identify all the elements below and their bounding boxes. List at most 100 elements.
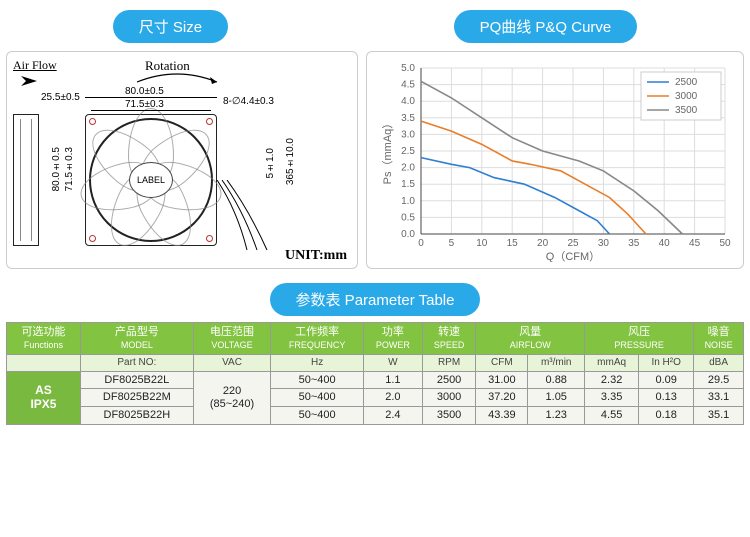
svg-text:Q（CFM）: Q（CFM） xyxy=(546,250,600,262)
svg-text:Ps（mmAq）: Ps（mmAq） xyxy=(381,118,394,185)
m3-cell: 0.88 xyxy=(528,371,585,389)
param-pill: 参数表 Parameter Table xyxy=(270,283,481,316)
header-pills: 尺寸 Size PQ曲线 P&Q Curve xyxy=(0,0,750,51)
drawing-panel: Air Flow Rotation 25.5±0.5 xyxy=(6,51,358,269)
model-cell: DF8025B22L xyxy=(80,371,193,389)
dim-thickness: 25.5±0.5 xyxy=(41,92,80,103)
model-cell: DF8025B22M xyxy=(80,389,193,407)
table-header: 工作频率FREQUENCY xyxy=(271,323,364,355)
table-header: 风量AIRFLOW xyxy=(476,323,585,355)
table-row: ASIPX5DF8025B22L220(85~240)50~4001.12500… xyxy=(7,371,744,389)
svg-text:1.0: 1.0 xyxy=(401,196,415,207)
svg-text:30: 30 xyxy=(598,238,610,249)
freq-cell: 50~400 xyxy=(271,407,364,425)
power-cell: 1.1 xyxy=(363,371,422,389)
svg-text:4.5: 4.5 xyxy=(401,80,415,91)
svg-text:35: 35 xyxy=(628,238,640,249)
svg-text:15: 15 xyxy=(507,238,519,249)
table-subheader: VAC xyxy=(193,355,270,372)
table-subheader: mmAq xyxy=(585,355,639,372)
dim-outer-w: 80.0±0.5 xyxy=(125,86,164,97)
screw-icon xyxy=(206,235,213,242)
table-subheader: W xyxy=(363,355,422,372)
functions-cell: ASIPX5 xyxy=(7,371,81,424)
svg-text:3.0: 3.0 xyxy=(401,129,415,140)
screw-icon xyxy=(206,118,213,125)
svg-text:0.0: 0.0 xyxy=(401,229,415,240)
param-table-wrap: 可选功能Functions产品型号MODEL电压范围VOLTAGE工作频率FRE… xyxy=(0,322,750,425)
pq-pill: PQ曲线 P&Q Curve xyxy=(454,10,638,43)
power-cell: 2.4 xyxy=(363,407,422,425)
svg-text:40: 40 xyxy=(659,238,671,249)
param-table: 可选功能Functions产品型号MODEL电压范围VOLTAGE工作频率FRE… xyxy=(6,322,744,425)
mmaq-cell: 3.35 xyxy=(585,389,639,407)
table-header: 风压PRESSURE xyxy=(585,323,694,355)
freq-cell: 50~400 xyxy=(271,371,364,389)
inh2o-cell: 0.09 xyxy=(639,371,694,389)
dba-cell: 35.1 xyxy=(694,407,744,425)
table-header: 电压范围VOLTAGE xyxy=(193,323,270,355)
svg-text:2.5: 2.5 xyxy=(401,146,415,157)
svg-text:3500: 3500 xyxy=(675,105,698,116)
voltage-cell: 220(85~240) xyxy=(193,371,270,424)
svg-text:0: 0 xyxy=(418,238,424,249)
fan-hub-label: LABEL xyxy=(129,162,173,198)
dim-hole-dia: 8-∅4.4±0.3 xyxy=(223,96,274,107)
table-subheader: RPM xyxy=(422,355,476,372)
unit-label: UNIT:mm xyxy=(285,248,347,264)
speed-cell: 3500 xyxy=(422,407,476,425)
m3-cell: 1.23 xyxy=(528,407,585,425)
svg-text:4.0: 4.0 xyxy=(401,96,415,107)
speed-cell: 2500 xyxy=(422,371,476,389)
table-subheader: Hz xyxy=(271,355,364,372)
table-header: 转速SPEED xyxy=(422,323,476,355)
speed-cell: 3000 xyxy=(422,389,476,407)
screw-icon xyxy=(89,235,96,242)
svg-text:0.5: 0.5 xyxy=(401,212,415,223)
svg-text:3000: 3000 xyxy=(675,91,698,102)
dim-hole-pitch: 71.5±0.3 xyxy=(125,99,164,110)
svg-text:20: 20 xyxy=(537,238,549,249)
dim-outer-h: 80.0±0.5 xyxy=(51,147,62,191)
pq-chart: 0 5 10 15 20 25 30 35 40 45 50 0.0 0.5 1.0 1.5 2.0 2.5 3.… xyxy=(377,60,737,262)
dba-cell: 33.1 xyxy=(694,389,744,407)
power-cell: 2.0 xyxy=(363,389,422,407)
cfm-cell: 31.00 xyxy=(476,371,528,389)
airflow-arrow-icon xyxy=(19,74,39,88)
table-row: DF8025B22H50~4002.4350043.391.234.550.18… xyxy=(7,407,744,425)
svg-text:5: 5 xyxy=(449,238,455,249)
panel-row: Air Flow Rotation 25.5±0.5 xyxy=(0,51,750,269)
dim-wire-a: 5±1.0 xyxy=(265,148,276,178)
table-row: DF8025B22M50~4002.0300037.201.053.350.13… xyxy=(7,389,744,407)
svg-text:5.0: 5.0 xyxy=(401,63,415,74)
dba-cell: 29.5 xyxy=(694,371,744,389)
table-subheader: m³/min xyxy=(528,355,585,372)
svg-text:50: 50 xyxy=(719,238,731,249)
m3-cell: 1.05 xyxy=(528,389,585,407)
screw-icon xyxy=(89,118,96,125)
size-pill: 尺寸 Size xyxy=(113,10,228,43)
svg-text:1.5: 1.5 xyxy=(401,179,415,190)
table-header: 可选功能Functions xyxy=(7,323,81,355)
table-header: 产品型号MODEL xyxy=(80,323,193,355)
svg-text:25: 25 xyxy=(567,238,579,249)
cfm-cell: 43.39 xyxy=(476,407,528,425)
dim-hole-pitch-v: 71.5±0.3 xyxy=(64,147,75,191)
svg-text:2.0: 2.0 xyxy=(401,163,415,174)
svg-text:10: 10 xyxy=(476,238,488,249)
svg-text:3.5: 3.5 xyxy=(401,113,415,124)
table-subheader: In H²O xyxy=(639,355,694,372)
mmaq-cell: 4.55 xyxy=(585,407,639,425)
table-subheader: CFM xyxy=(476,355,528,372)
dim-wire-b: 365±10.0 xyxy=(285,138,296,185)
rotation-arrow-icon xyxy=(132,70,222,86)
svg-text:45: 45 xyxy=(689,238,701,249)
table-header: 功率POWER xyxy=(363,323,422,355)
svg-text:2500: 2500 xyxy=(675,77,698,88)
param-pill-row: 参数表 Parameter Table xyxy=(0,283,750,316)
table-subheader: Part NO: xyxy=(80,355,193,372)
inh2o-cell: 0.18 xyxy=(639,407,694,425)
fan-side-view xyxy=(13,114,39,246)
inh2o-cell: 0.13 xyxy=(639,389,694,407)
chart-panel: 0 5 10 15 20 25 30 35 40 45 50 0.0 0.5 1.0 1.5 2.0 2.5 3.… xyxy=(366,51,744,269)
